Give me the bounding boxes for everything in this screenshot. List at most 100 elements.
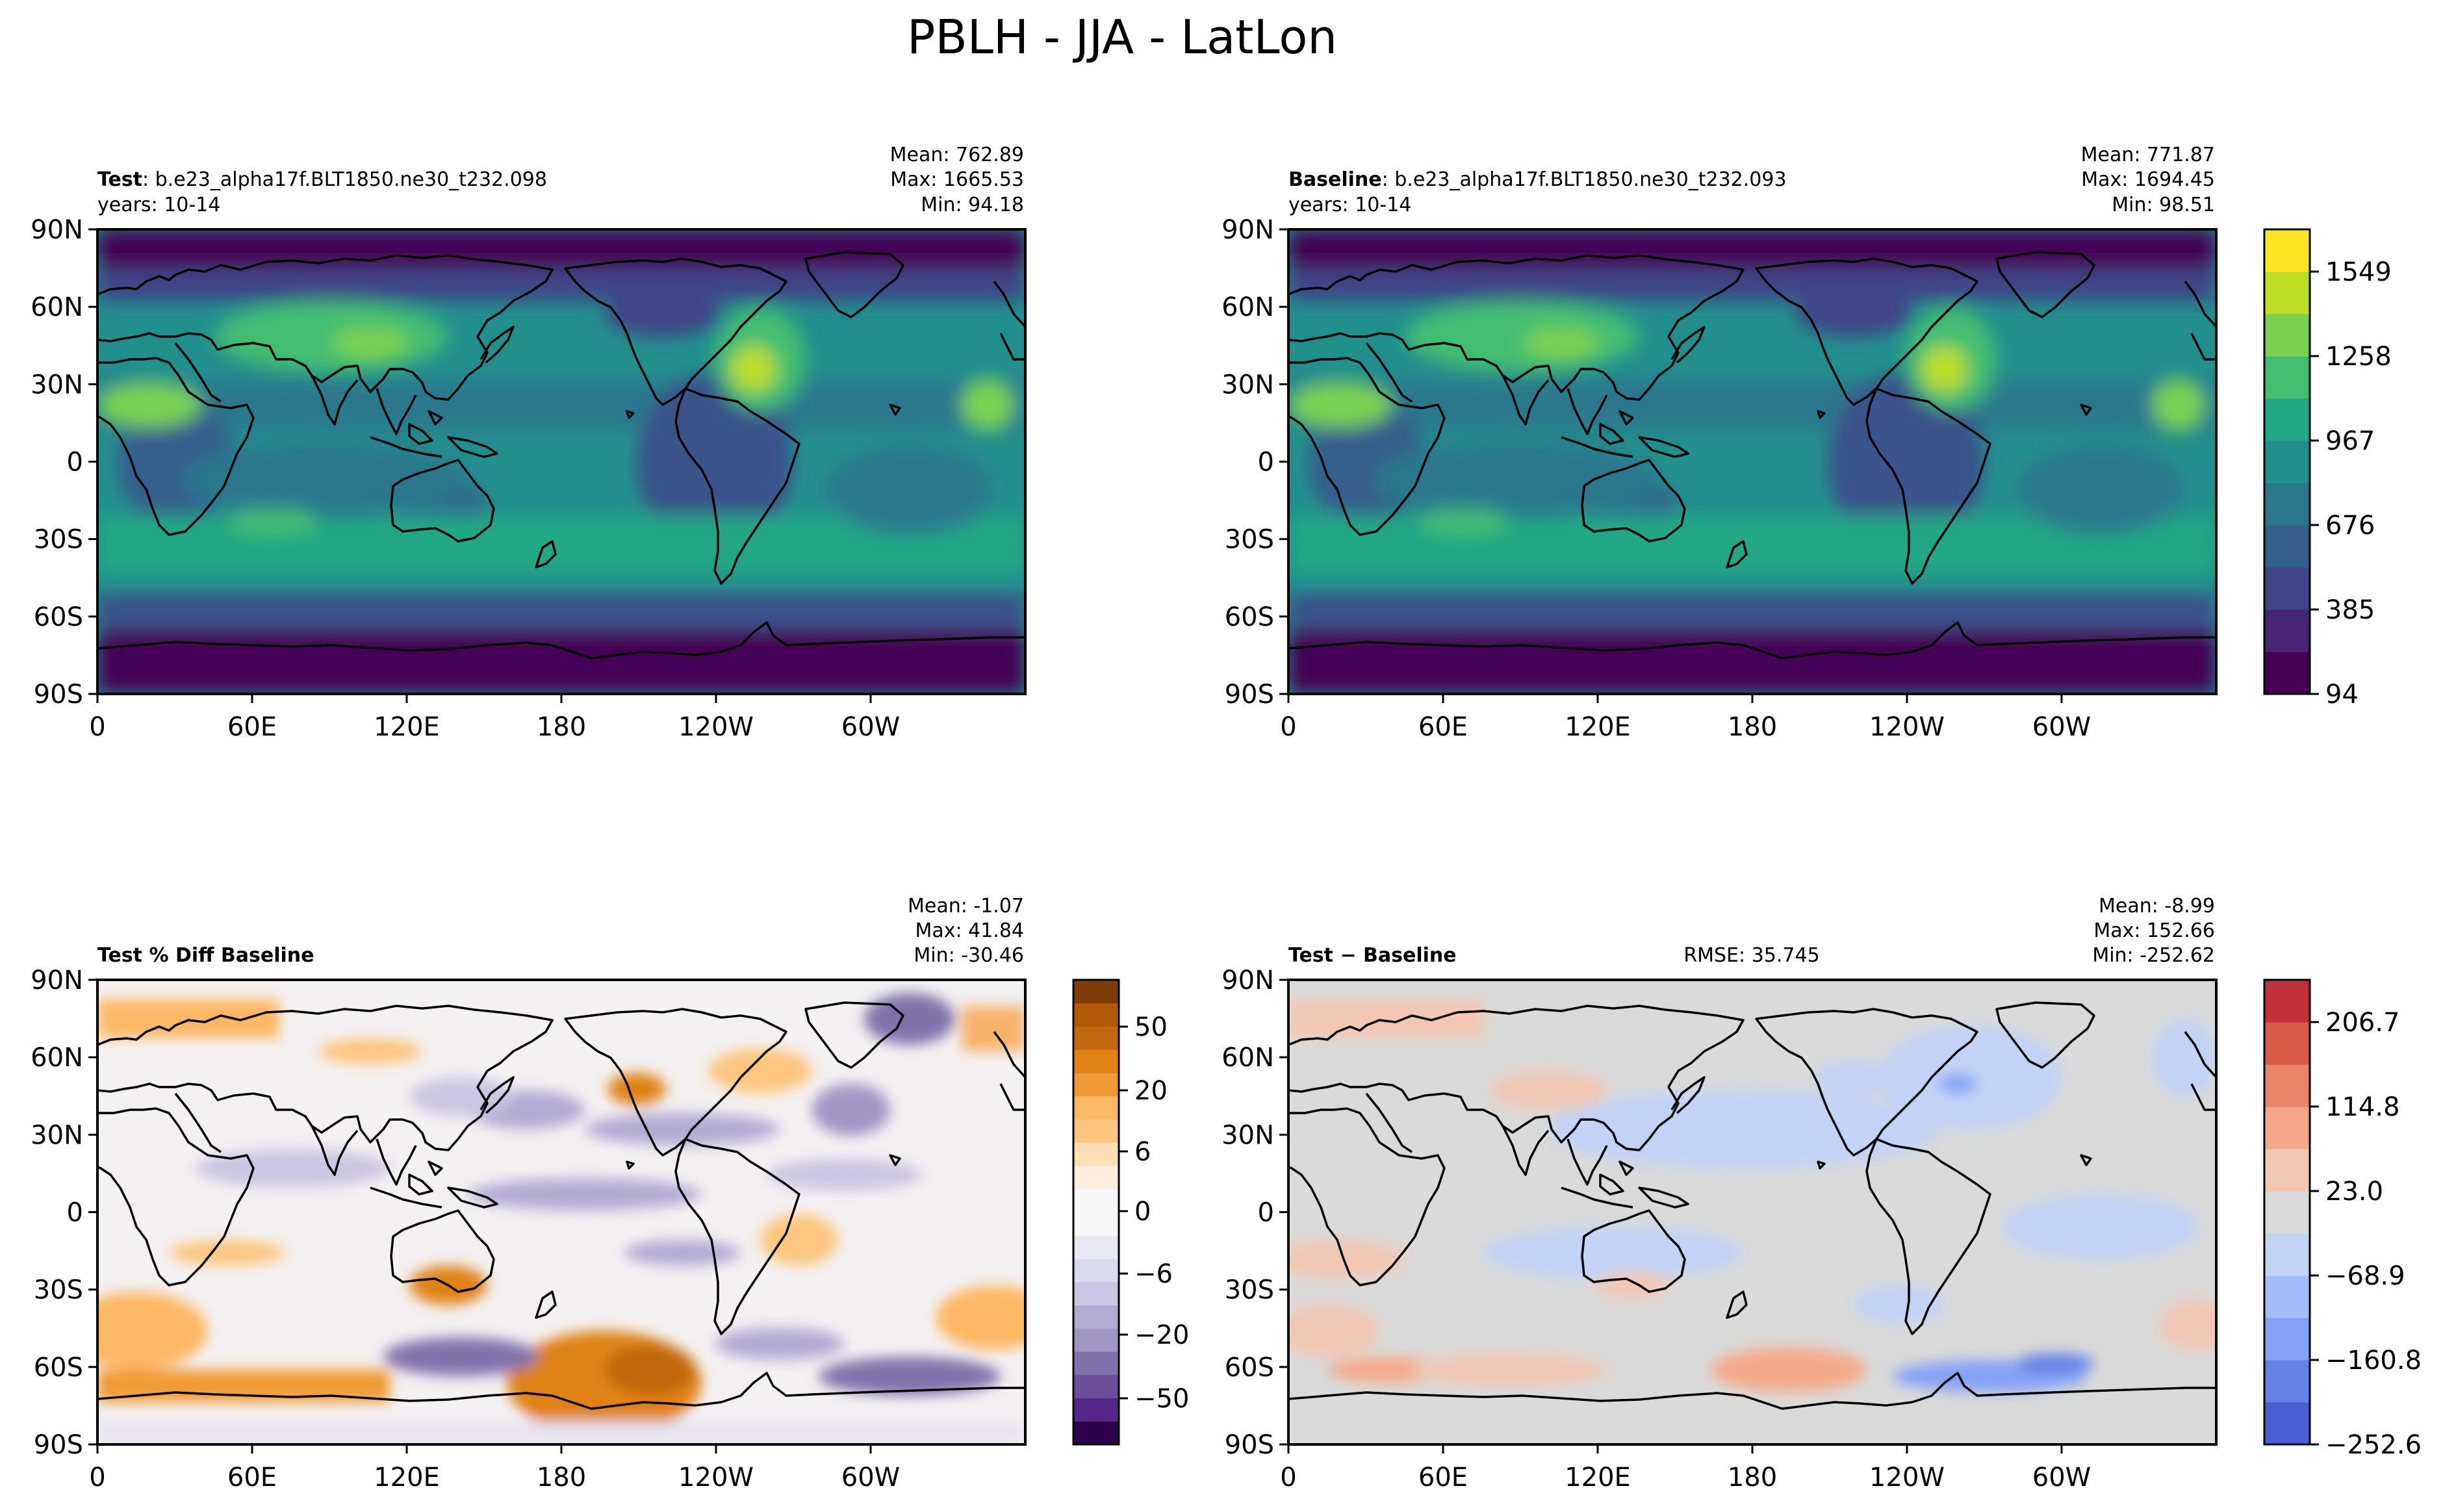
x-tick-label: 120W xyxy=(1869,1463,1945,1493)
colorbar-tick-label: 967 xyxy=(2325,426,2375,456)
colorbar-segment xyxy=(2264,525,2310,568)
colorbar-segment xyxy=(1073,1026,1119,1050)
colorbar-tick-label: 385 xyxy=(2325,595,2375,625)
colorbar-segment xyxy=(1073,1374,1119,1398)
x-tick-label: 120E xyxy=(374,712,440,742)
colorbar-segment xyxy=(2264,1149,2310,1192)
colorbar-puor: 50 20 6 0 −6 −20 −50 xyxy=(1072,979,1189,1446)
x-tick-label: 120W xyxy=(678,712,754,742)
colorbar-tick-label: 676 xyxy=(2325,511,2375,541)
panel-test-label-bold: Test xyxy=(97,168,142,191)
colorbar-segment xyxy=(2264,1107,2310,1149)
y-tick-label: 60S xyxy=(1225,1353,1274,1383)
colorbar-segment xyxy=(1073,1212,1119,1236)
panel-diff-label: Test − Baseline xyxy=(1288,944,1457,967)
x-tick-label: 120E xyxy=(374,1463,440,1493)
colorbar-tick-label: −20 xyxy=(1134,1320,1189,1350)
y-tick-label: 0 xyxy=(1258,1198,1274,1228)
colorbar-segment xyxy=(2264,314,2310,357)
y-tick-label: 30S xyxy=(34,1275,83,1305)
x-tick-label: 120W xyxy=(678,1463,754,1493)
colorbar-segment xyxy=(1073,1281,1119,1305)
y-tick-label: 90S xyxy=(1225,1430,1274,1460)
panel-baseline-label-bold: Baseline xyxy=(1288,168,1382,191)
colorbar-segment xyxy=(2264,567,2310,610)
map-diff-field xyxy=(1288,980,2216,1444)
y-tick-label: 90N xyxy=(1222,215,1274,245)
panel-diff-max: Max: 152.66 xyxy=(2093,919,2215,942)
figure-title: PBLH - JJA - LatLon xyxy=(907,10,1337,64)
x-tick-label: 180 xyxy=(1728,1463,1777,1493)
map-pctdiff-field xyxy=(97,980,1025,1444)
x-tick-label: 60E xyxy=(227,1463,277,1493)
colorbar-segment xyxy=(2264,441,2310,483)
panel-diff-mean: Mean: -8.99 xyxy=(2099,895,2215,917)
colorbar-segment xyxy=(1073,1398,1119,1422)
map-baseline-field xyxy=(1288,229,2216,694)
y-tick-label: 30N xyxy=(31,370,83,400)
panel-test-label-rest: : b.e23_alpha17f.BLT1850.ne30_t232.098 xyxy=(142,168,547,191)
colorbar-coolwarm: 206.7 114.8 23.0 −68.9 −160.8 −252.6 xyxy=(2263,979,2422,1460)
colorbar-segment xyxy=(1073,1328,1119,1352)
x-tick-label: 0 xyxy=(89,1463,105,1493)
colorbar-segment xyxy=(2264,1191,2310,1234)
x-tick-label: 0 xyxy=(89,712,105,742)
y-tick-label: 30N xyxy=(1222,1120,1274,1150)
panel-baseline-years: years: 10-14 xyxy=(1288,194,1411,216)
colorbar-segment xyxy=(1073,1119,1119,1143)
y-tick-label: 90S xyxy=(34,680,83,710)
colorbar-segment xyxy=(1073,1259,1119,1283)
x-tick-label: 120W xyxy=(1869,712,1945,742)
colorbar-tick-label: 114.8 xyxy=(2325,1092,2400,1122)
colorbar-frame xyxy=(2263,228,2311,695)
y-tick-label: 60N xyxy=(1222,292,1274,322)
colorbar-tick-label: −252.6 xyxy=(2325,1430,2422,1460)
y-tick-label: 0 xyxy=(67,448,83,478)
colorbar-tick-label: 94 xyxy=(2325,680,2359,710)
y-tick-label: 60S xyxy=(1225,602,1274,632)
panel-test-label: Test: b.e23_alpha17f.BLT1850.ne30_t232.0… xyxy=(97,168,547,191)
colorbar-segment xyxy=(2264,398,2310,441)
colorbar-tick-label: 0 xyxy=(1134,1197,1151,1227)
x-tick-label: 120E xyxy=(1565,712,1631,742)
colorbar-segment xyxy=(2264,609,2310,652)
colorbar-tick-label: 23.0 xyxy=(2325,1177,2383,1207)
colorbar-segment xyxy=(2264,1318,2310,1361)
x-tick-label: 60W xyxy=(841,712,900,742)
colorbar-segment xyxy=(1073,1142,1119,1166)
y-tick-label: 90N xyxy=(31,966,83,995)
x-tick-label: 0 xyxy=(1280,712,1296,742)
colorbar-segment xyxy=(2264,229,2310,272)
colorbar-segment xyxy=(1073,1166,1119,1190)
colorbar-segment xyxy=(1073,1073,1119,1097)
panel-pctdiff-mean: Mean: -1.07 xyxy=(908,895,1024,917)
colorbar-segment xyxy=(2264,1275,2310,1318)
x-tick-label: 0 xyxy=(1280,1463,1296,1493)
colorbar-frame xyxy=(2263,979,2311,1446)
y-tick-label: 30N xyxy=(1222,370,1274,400)
y-tick-label: 60N xyxy=(31,1043,83,1073)
panel-baseline-label: Baseline: b.e23_alpha17f.BLT1850.ne30_t2… xyxy=(1288,168,1787,191)
colorbar-segment xyxy=(1073,1096,1119,1120)
colorbar-segment xyxy=(1073,1049,1119,1073)
colorbar-tick-label: 1549 xyxy=(2325,257,2392,287)
colorbar-tick-label: 206.7 xyxy=(2325,1008,2400,1038)
colorbar-segment xyxy=(2264,356,2310,399)
x-tick-label: 60E xyxy=(1418,1463,1468,1493)
x-tick-label: 180 xyxy=(537,1463,586,1493)
colorbar-segment xyxy=(2264,652,2310,695)
panel-baseline: Baseline: b.e23_alpha17f.BLT1850.ne30_t2… xyxy=(1287,144,2218,695)
panel-test-years: years: 10-14 xyxy=(97,194,220,216)
colorbar-viridis: 94 385 676 967 1258 1549 xyxy=(2263,228,2392,710)
panel-baseline-label-rest: : b.e23_alpha17f.BLT1850.ne30_t232.093 xyxy=(1382,168,1787,191)
x-tick-label: 60W xyxy=(2032,712,2091,742)
colorbar-tick-label: −68.9 xyxy=(2325,1261,2405,1291)
colorbar-segment xyxy=(2264,1402,2310,1445)
colorbar-tick-label: 6 xyxy=(1134,1137,1151,1167)
y-tick-label: 90S xyxy=(34,1430,83,1460)
panel-test-min: Min: 94.18 xyxy=(921,194,1024,216)
x-tick-label: 120E xyxy=(1565,1463,1631,1493)
panel-baseline-mean: Mean: 771.87 xyxy=(2081,144,2215,166)
y-tick-label: 30N xyxy=(31,1120,83,1150)
